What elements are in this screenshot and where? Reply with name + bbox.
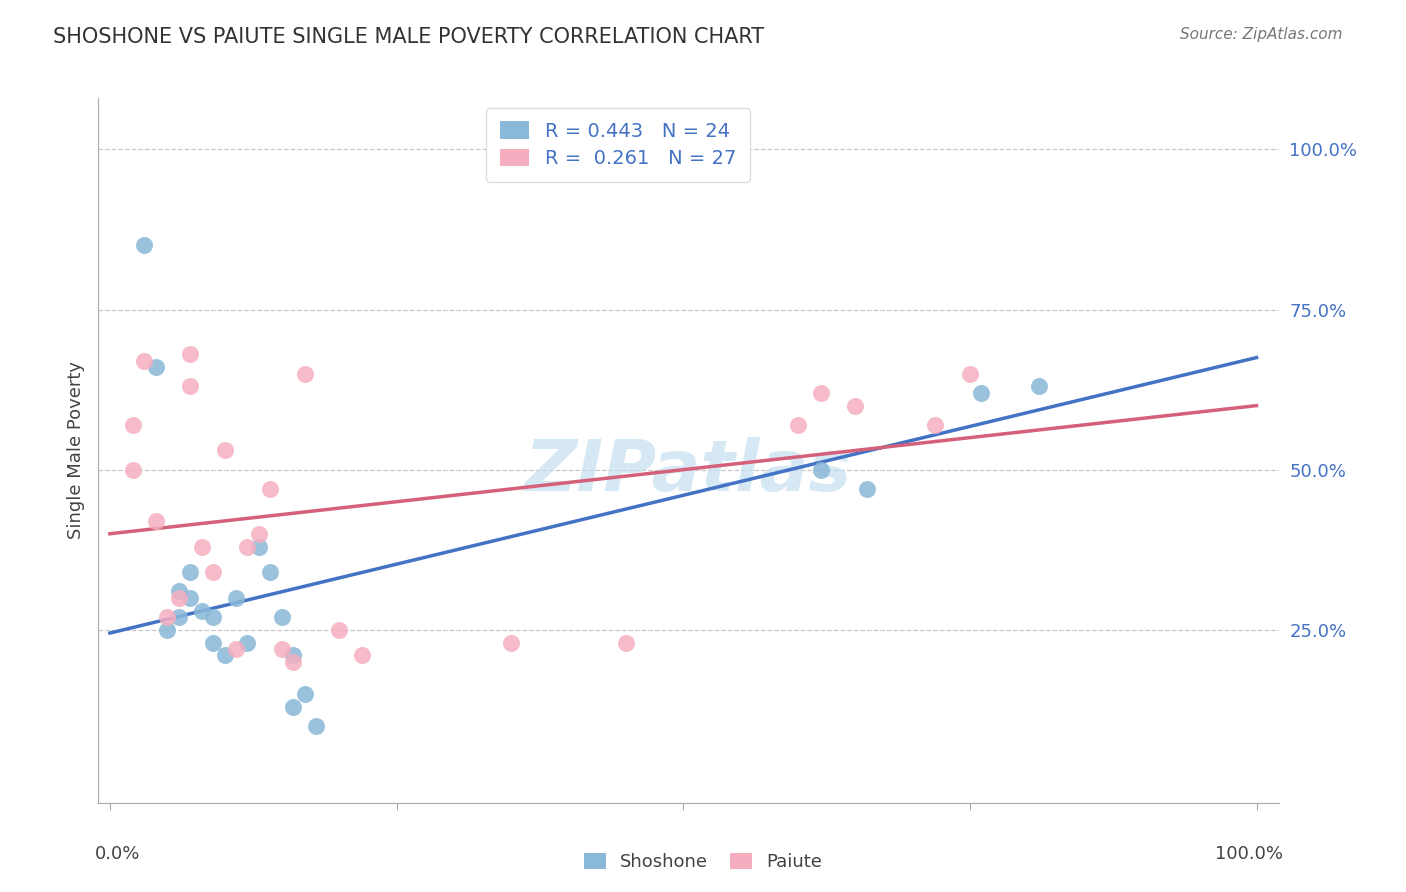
Point [924,417,946,432]
Point [121,463,143,477]
Point [214,648,236,663]
Point [614,635,637,649]
Point [167,610,190,624]
Point [236,540,259,554]
Point [225,591,247,605]
Point [283,699,305,714]
Point [179,591,201,605]
Point [844,399,866,413]
Point [786,417,808,432]
Text: ZIPatlas: ZIPatlas [526,437,852,506]
Point [167,591,190,605]
Point [179,565,201,579]
Point [305,719,328,733]
Point [202,635,225,649]
Point [501,635,523,649]
Point [270,610,292,624]
Point [225,642,247,657]
Point [236,635,259,649]
Point [810,385,832,400]
Text: Source: ZipAtlas.com: Source: ZipAtlas.com [1180,27,1343,42]
Point [1028,379,1050,393]
Point [270,642,292,657]
Point [179,347,201,361]
Point [283,655,305,669]
Legend: Shoshone, Paiute: Shoshone, Paiute [576,846,830,879]
Text: SHOSHONE VS PAIUTE SINGLE MALE POVERTY CORRELATION CHART: SHOSHONE VS PAIUTE SINGLE MALE POVERTY C… [53,27,765,46]
Point [352,648,374,663]
Point [247,540,270,554]
Y-axis label: Single Male Poverty: Single Male Poverty [66,361,84,540]
Point [190,604,212,618]
Point [294,367,316,381]
Point [156,623,179,637]
Point [202,565,225,579]
Text: 100.0%: 100.0% [1215,845,1284,863]
Point [156,610,179,624]
Point [134,238,156,252]
Point [970,385,993,400]
Point [294,687,316,701]
Legend: R = 0.443   N = 24, R =  0.261   N = 27: R = 0.443 N = 24, R = 0.261 N = 27 [486,108,749,182]
Point [145,360,167,375]
Point [167,584,190,599]
Point [202,610,225,624]
Point [283,648,305,663]
Text: 0.0%: 0.0% [94,845,141,863]
Point [259,482,281,496]
Point [190,540,212,554]
Point [810,463,832,477]
Point [328,623,350,637]
Point [247,526,270,541]
Point [134,353,156,368]
Point [959,367,981,381]
Point [259,565,281,579]
Point [855,482,877,496]
Point [179,379,201,393]
Point [121,417,143,432]
Point [214,443,236,458]
Point [145,514,167,528]
